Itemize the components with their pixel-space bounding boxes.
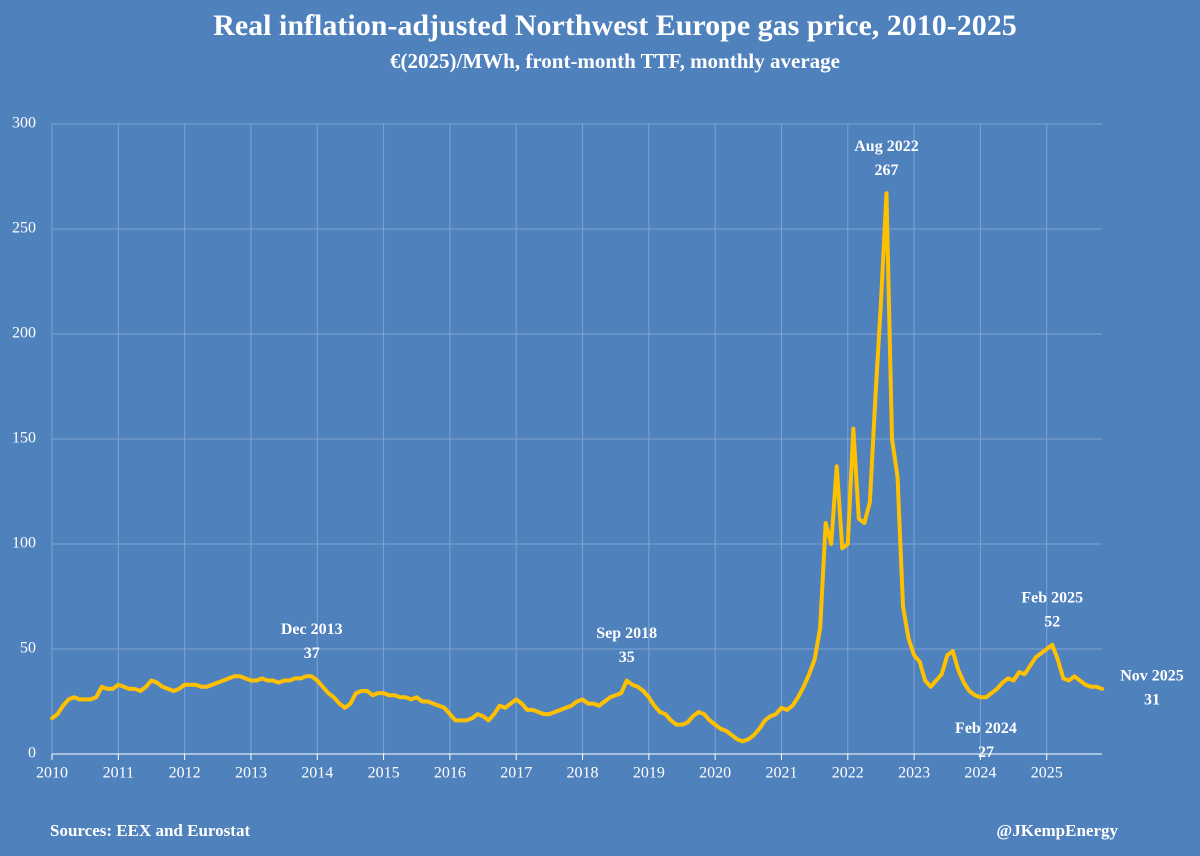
annotation-value: 267 [874, 162, 898, 179]
y-tick-label: 200 [12, 325, 36, 342]
credit: @JKempEnergy [996, 821, 1118, 840]
chart-title: Real inflation-adjusted Northwest Europe… [213, 9, 1017, 42]
annotation-value: 52 [1044, 613, 1060, 630]
annotation-value: 35 [619, 649, 635, 666]
x-tick-label: 2025 [1031, 765, 1063, 782]
x-tick-label: 2012 [169, 765, 201, 782]
y-tick-label: 150 [12, 430, 36, 447]
x-tick-label: 2023 [898, 765, 930, 782]
x-tick-label: 2013 [235, 765, 267, 782]
y-tick-label: 100 [12, 535, 36, 552]
annotation-label: Aug 2022 [854, 138, 918, 155]
x-tick-label: 2024 [964, 765, 996, 782]
y-tick-label: 250 [12, 220, 36, 237]
x-tick-label: 2011 [103, 765, 134, 782]
y-tick-label: 50 [20, 640, 36, 657]
x-tick-label: 2020 [699, 765, 731, 782]
x-tick-label: 2018 [567, 765, 599, 782]
x-tick-label: 2022 [832, 765, 864, 782]
annotation-value: 37 [304, 645, 320, 662]
chart-subtitle: €(2025)/MWh, front-month TTF, monthly av… [390, 49, 840, 73]
x-tick-label: 2017 [500, 765, 532, 782]
annotation-value: 31 [1144, 692, 1160, 709]
annotation-value: 27 [978, 744, 994, 761]
source: Sources: EEX and Eurostat [50, 821, 250, 840]
annotation-label: Dec 2013 [281, 621, 343, 638]
y-tick-label: 300 [12, 115, 36, 132]
x-tick-label: 2021 [765, 765, 797, 782]
annotation-label: Feb 2024 [955, 720, 1017, 737]
x-tick-label: 2019 [633, 765, 665, 782]
line-series [50, 191, 1104, 744]
x-tick-label: 2015 [368, 765, 400, 782]
annotation-label: Feb 2025 [1021, 589, 1083, 606]
annotation-label: Nov 2025 [1120, 668, 1184, 685]
x-tick-label: 2014 [301, 765, 333, 782]
annotation-label: Sep 2018 [596, 625, 657, 642]
x-tick-label: 2010 [36, 765, 68, 782]
x-tick-label: 2016 [434, 765, 466, 782]
y-tick-label: 0 [28, 745, 36, 762]
